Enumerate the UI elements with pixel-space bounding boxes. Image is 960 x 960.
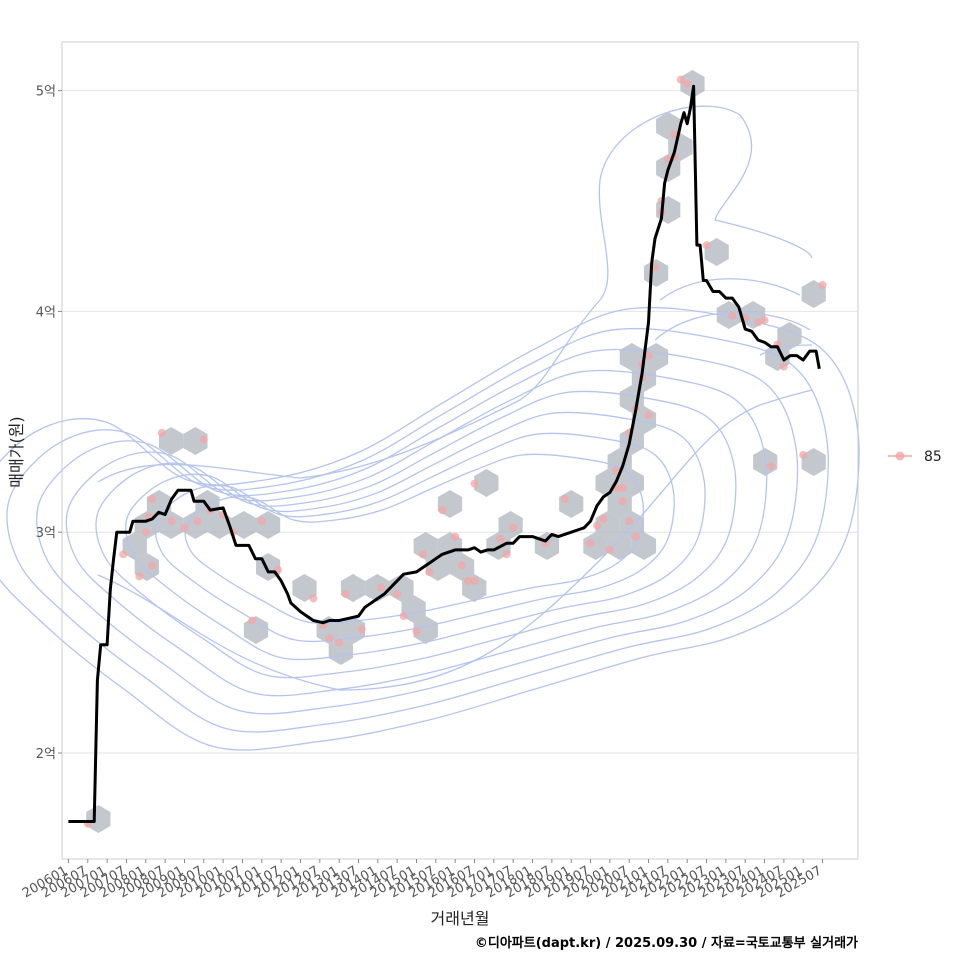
scatter-point — [670, 130, 679, 139]
x-axis: 2006012006072007012007072008012008072009… — [20, 859, 825, 901]
hex-bin — [619, 511, 644, 539]
legend-point-key — [895, 451, 905, 461]
scatter-point — [309, 594, 318, 603]
y-tick-label: 4억 — [36, 305, 56, 320]
scatter-point — [257, 517, 266, 526]
contour-line — [6, 327, 829, 733]
scatter-point — [335, 638, 344, 647]
scatter-point — [592, 521, 601, 530]
scatter-point — [248, 616, 257, 625]
contour-line — [654, 278, 813, 356]
scatter-point — [193, 517, 202, 526]
contour-line — [97, 105, 813, 483]
scatter-point — [728, 311, 737, 320]
scatter-point — [799, 450, 808, 459]
scatter-point — [425, 567, 434, 576]
scatter-point — [625, 517, 634, 526]
contour-line — [184, 453, 645, 624]
x-axis-title: 거래년월 — [431, 909, 490, 928]
y-axis: 2억 3억 4억 5억 — [36, 85, 62, 762]
scatter-point — [157, 428, 166, 437]
hex-bin — [122, 532, 147, 560]
hex-bin — [328, 637, 353, 665]
scatter-point — [631, 532, 640, 541]
contour-line — [0, 306, 860, 751]
caption: ©디아파트(dapt.kr) / 2025.09.30 / 자료=국토교통부 실… — [475, 935, 858, 951]
hex-bin — [183, 427, 208, 455]
hex-bin — [644, 343, 669, 371]
scatter-point — [683, 79, 692, 88]
hex-bin — [231, 511, 256, 539]
scatter-point — [451, 532, 460, 541]
hex-bin — [183, 511, 208, 539]
y-tick-label: 5억 — [36, 85, 56, 100]
scatter-point — [560, 495, 569, 504]
scatter-point — [766, 461, 775, 470]
scatter-point — [676, 75, 685, 84]
scatter-point — [377, 583, 386, 592]
scatter-point — [438, 506, 447, 515]
contour-line — [154, 432, 675, 643]
hex-bin — [413, 616, 438, 644]
scatter-point — [509, 523, 518, 532]
y-tick-label: 3억 — [36, 526, 56, 541]
y-tick-label: 2억 — [36, 747, 56, 762]
scatter-point — [586, 539, 595, 548]
scatter-point — [399, 612, 408, 621]
scatter-point — [612, 466, 621, 475]
contour-line — [125, 411, 706, 661]
scatter-point — [470, 576, 479, 585]
scatter-point — [605, 545, 614, 554]
scatter-point — [180, 523, 189, 532]
scatter-point — [754, 318, 763, 327]
hex-bin — [607, 490, 632, 518]
scatter-point — [470, 479, 479, 488]
scatter-point — [357, 625, 366, 634]
scatter-point — [644, 411, 653, 420]
scatter-point — [325, 634, 334, 643]
scatter-point — [464, 576, 473, 585]
contour-line — [36, 348, 799, 715]
hex-bin — [583, 532, 608, 560]
legend-label: 85 — [924, 449, 942, 465]
scatter-point — [457, 561, 466, 570]
scatter-point — [167, 517, 176, 526]
scatter-point — [341, 590, 350, 599]
contour-line — [65, 369, 768, 697]
density-contours — [0, 105, 860, 751]
hex-bin — [474, 469, 499, 497]
scatter-point — [393, 590, 402, 599]
scatter-point — [779, 362, 788, 371]
scatter-point — [412, 627, 421, 636]
y-axis-title: 매매가(원) — [7, 416, 26, 487]
scatter-point — [599, 514, 608, 523]
scatter-point — [760, 316, 769, 325]
scatter-point — [418, 550, 427, 559]
scatter-point — [135, 572, 144, 581]
scatter-point — [502, 550, 511, 559]
scatter-point — [618, 484, 627, 493]
hex-bin — [292, 574, 317, 602]
scatter-point — [141, 528, 150, 537]
scatter-point — [496, 534, 505, 543]
scatter-point — [818, 280, 827, 289]
hex-bin — [801, 448, 826, 476]
contour-line — [97, 389, 813, 691]
hex-bin — [86, 805, 111, 833]
scatter-point — [199, 435, 208, 444]
scatter-point — [702, 241, 711, 250]
hex-bin — [680, 70, 705, 98]
scatter-point — [119, 550, 128, 559]
hex-bin — [704, 238, 729, 266]
trend-line-layer — [68, 84, 821, 823]
scatter-point — [644, 351, 653, 360]
legend: 85 — [888, 449, 942, 465]
scatter-point — [618, 497, 627, 506]
trend-line — [68, 84, 821, 823]
hex-bin — [607, 532, 632, 560]
scatter-point — [148, 561, 157, 570]
contour-line — [95, 390, 737, 679]
scatter-point — [148, 495, 157, 504]
